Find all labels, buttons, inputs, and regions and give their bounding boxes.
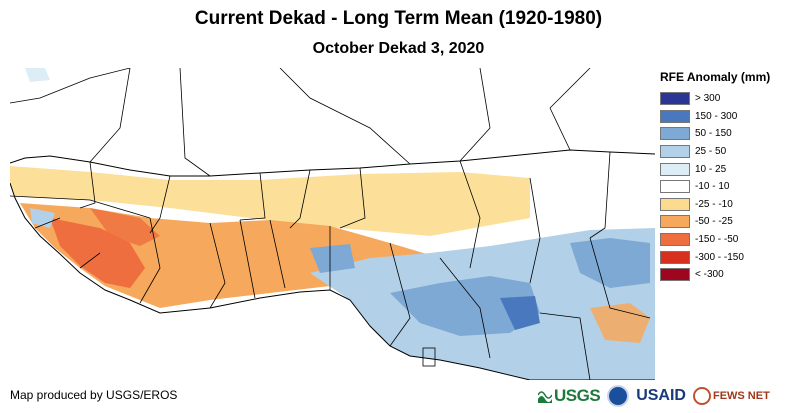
legend-label: -50 - -25 [695, 216, 733, 228]
usgs-logo-text: USGS [554, 386, 601, 405]
legend-swatch [660, 268, 690, 282]
legend-swatch [660, 180, 690, 194]
noaa-seal-icon [607, 385, 630, 407]
legend-swatch [660, 109, 690, 123]
legend-item: 150 - 300 [660, 108, 795, 126]
usgs-logo: USGS [538, 386, 601, 406]
legend-item: 25 - 50 [660, 143, 795, 161]
legend-item: < -300 [660, 266, 795, 284]
legend-title: RFE Anomaly (mm) [660, 70, 771, 84]
legend-item: -50 - -25 [660, 213, 795, 231]
fews-net-logo-text: FEWS NET [712, 390, 770, 402]
fews-globe-icon [692, 387, 711, 405]
map-credit: Map produced by USGS/EROS [10, 388, 178, 402]
legend-label: -25 - -10 [695, 198, 733, 210]
legend-item: -300 - -150 [660, 248, 795, 266]
legend-label: -10 - 10 [695, 181, 730, 193]
usaid-logo: USAID [636, 387, 686, 404]
legend-swatch [660, 92, 690, 106]
fews-net-logo: FEWS NET [692, 387, 770, 405]
legend-label: 50 - 150 [695, 128, 732, 140]
map-title: Current Dekad - Long Term Mean (1920-198… [194, 8, 603, 29]
legend-item: -25 - -10 [660, 196, 795, 214]
legend-item: > 300 [660, 90, 795, 108]
map-subtitle: October Dekad 3, 2020 [312, 40, 485, 57]
legend-label: -300 - -150 [695, 251, 744, 263]
legend-swatch [660, 145, 690, 159]
legend-item: 50 - 150 [660, 125, 795, 143]
legend-label: 25 - 50 [695, 146, 727, 158]
legend-label: 150 - 300 [695, 110, 738, 122]
legend-label: -150 - -50 [695, 234, 739, 246]
legend-swatch [660, 233, 690, 247]
legend-label: < -300 [695, 269, 724, 281]
rainfall-anomaly-map [10, 68, 655, 380]
legend-swatch [660, 162, 690, 176]
legend-swatch [660, 215, 690, 229]
logo-bar: USGS USAID FEWS NET [538, 382, 788, 410]
legend-swatch [660, 127, 690, 141]
map-legend: RFE Anomaly (mm) > 300 150 - 300 50 - 150 2… [660, 70, 795, 284]
legend-label: 10 - 25 [695, 163, 727, 175]
usgs-wave-icon [538, 391, 552, 403]
legend-swatch [660, 197, 690, 211]
legend-label: > 300 [695, 93, 721, 105]
legend-item: 10 - 25 [660, 160, 795, 178]
legend-item: -10 - 10 [660, 178, 795, 196]
legend-item: -150 - -50 [660, 231, 795, 249]
legend-swatch [660, 250, 690, 264]
